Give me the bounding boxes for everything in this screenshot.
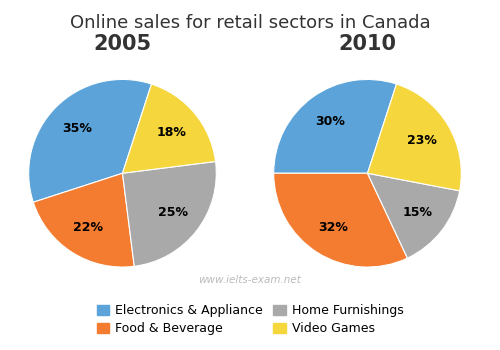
Text: 32%: 32%	[318, 220, 348, 233]
Legend: Electronics & Appliance, Food & Beverage, Home Furnishings, Video Games: Electronics & Appliance, Food & Beverage…	[92, 299, 408, 340]
Text: 25%: 25%	[158, 206, 188, 219]
Title: 2005: 2005	[94, 34, 152, 55]
Text: 22%: 22%	[74, 220, 104, 233]
Wedge shape	[34, 173, 134, 267]
Wedge shape	[368, 173, 460, 258]
Text: 15%: 15%	[403, 206, 433, 219]
Wedge shape	[122, 161, 216, 266]
Wedge shape	[274, 173, 407, 267]
Text: Online sales for retail sectors in Canada: Online sales for retail sectors in Canad…	[70, 14, 430, 32]
Text: 35%: 35%	[62, 122, 92, 135]
Text: 30%: 30%	[315, 115, 345, 128]
Text: 18%: 18%	[156, 126, 186, 139]
Wedge shape	[122, 84, 216, 173]
Wedge shape	[28, 79, 152, 202]
Text: 23%: 23%	[408, 134, 438, 147]
Wedge shape	[274, 79, 396, 173]
Title: 2010: 2010	[338, 34, 396, 55]
Wedge shape	[368, 84, 462, 191]
Text: www.ielts-exam.net: www.ielts-exam.net	[198, 275, 302, 285]
